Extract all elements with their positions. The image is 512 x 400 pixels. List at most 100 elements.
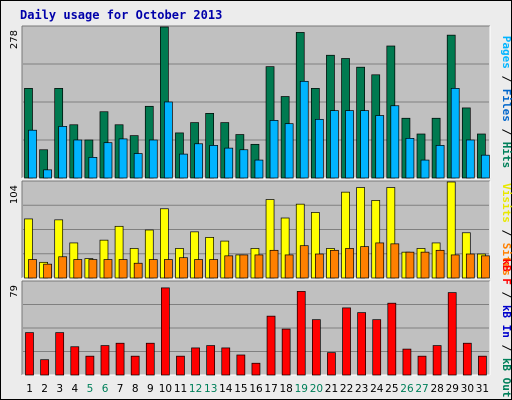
x-tick-label-6: 6 <box>102 383 109 395</box>
x-tick-label-27: 27 <box>415 383 428 395</box>
bar-files-13 <box>209 145 219 179</box>
bar-files-23 <box>360 110 369 179</box>
bar-files-8 <box>133 153 143 179</box>
bar-files-17 <box>269 120 279 179</box>
bar-sites-27 <box>420 251 430 279</box>
x-tick-label-4: 4 <box>71 383 78 395</box>
x-tick-label-8: 8 <box>132 383 139 395</box>
bar-sites-31 <box>481 255 490 279</box>
bar-sites-3 <box>58 256 68 279</box>
bar-sites-24 <box>375 242 385 279</box>
bar-kb-f-28 <box>432 345 442 376</box>
bar-sites-28 <box>435 249 445 279</box>
bar-files-24 <box>375 115 385 179</box>
bar-files-6 <box>103 142 113 179</box>
x-tick-label-20: 20 <box>310 383 323 395</box>
bar-kb-f-8 <box>130 355 140 376</box>
bar-kb-f-7 <box>115 342 125 376</box>
bar-sites-12 <box>194 259 203 279</box>
panel-bottom-ymax-label: 79 <box>9 285 20 298</box>
x-tick-label-1: 1 <box>26 383 33 395</box>
bar-sites-10 <box>164 259 173 279</box>
bar-kb-f-14 <box>221 347 231 376</box>
bar-files-9 <box>148 139 158 179</box>
x-tick-label-21: 21 <box>325 383 338 395</box>
chart-title: Daily usage for October 2013 <box>20 8 222 22</box>
x-tick-label-15: 15 <box>234 383 247 395</box>
bar-sites-4 <box>73 259 83 279</box>
bar-files-1 <box>28 129 37 179</box>
bar-sites-14 <box>224 255 234 279</box>
bar-files-31 <box>481 154 490 179</box>
bar-kb-f-29 <box>447 292 457 376</box>
x-tick-label-2: 2 <box>41 383 48 395</box>
legend-part: kB Out <box>500 358 512 398</box>
x-tick-label-24: 24 <box>370 383 384 395</box>
bar-files-5 <box>88 157 98 179</box>
x-tick-label-23: 23 <box>355 383 368 395</box>
legend-part: / <box>500 69 512 89</box>
legend-part: kB In <box>500 305 512 338</box>
bar-files-10 <box>164 101 173 179</box>
bar-kb-f-2 <box>40 359 49 376</box>
bar-files-15 <box>239 149 249 179</box>
legend-part: Sites <box>500 243 512 276</box>
x-tick-label-3: 3 <box>56 383 63 395</box>
bar-kb-f-11 <box>176 355 185 376</box>
bar-kb-f-20 <box>311 319 321 376</box>
x-tick-label-19: 19 <box>295 383 308 395</box>
legend-part: Visits <box>500 183 512 223</box>
bar-kb-f-23 <box>357 312 366 376</box>
bar-sites-18 <box>284 254 294 279</box>
bar-kb-f-17 <box>266 315 276 376</box>
legend-part: / <box>500 122 512 142</box>
bar-sites-15 <box>239 254 249 279</box>
bar-kb-f-1 <box>25 332 34 376</box>
bar-files-18 <box>284 123 294 179</box>
bar-sites-29 <box>450 254 460 279</box>
bar-sites-20 <box>314 253 324 279</box>
x-tick-label-30: 30 <box>461 383 474 395</box>
bar-files-20 <box>314 118 324 179</box>
bar-sites-16 <box>254 254 264 279</box>
bar-kb-f-30 <box>462 342 472 376</box>
bar-sites-22 <box>345 248 354 279</box>
bar-kb-f-25 <box>387 302 397 376</box>
panel-middle-ymax-label: 104 <box>9 185 20 204</box>
x-tick-label-9: 9 <box>147 383 154 395</box>
bar-kb-f-9 <box>145 342 155 376</box>
bar-sites-8 <box>133 262 143 279</box>
bar-kb-f-10 <box>161 287 170 376</box>
bar-sites-7 <box>118 259 128 279</box>
legend-part: / <box>500 285 512 305</box>
bar-kb-f-6 <box>100 345 110 376</box>
x-tick-label-29: 29 <box>446 383 459 395</box>
bar-sites-9 <box>148 259 158 279</box>
bar-sites-21 <box>330 249 339 279</box>
bar-kb-f-22 <box>342 307 351 376</box>
bar-kb-f-31 <box>478 355 487 376</box>
bar-kb-f-3 <box>55 332 65 376</box>
bar-kb-f-12 <box>191 347 200 376</box>
bar-kb-f-21 <box>327 352 336 376</box>
bar-files-19 <box>299 80 309 179</box>
bar-sites-13 <box>209 259 219 279</box>
bar-sites-11 <box>179 257 188 279</box>
legend-part: Pages <box>500 36 512 69</box>
bar-sites-17 <box>269 249 279 279</box>
legend-part: kB F <box>500 258 512 285</box>
bar-kb-f-15 <box>236 354 246 376</box>
x-tick-label-28: 28 <box>430 383 443 395</box>
panel-top-legend-label: Pages / Files / Hits <box>500 36 512 169</box>
bar-sites-19 <box>299 245 309 279</box>
bar-sites-5 <box>88 259 98 279</box>
bar-kb-f-16 <box>251 362 261 376</box>
bar-files-22 <box>345 110 354 179</box>
bar-files-7 <box>118 138 128 179</box>
x-tick-label-14: 14 <box>219 383 233 395</box>
x-tick-label-10: 10 <box>159 383 172 395</box>
bar-sites-2 <box>43 263 52 279</box>
bar-files-4 <box>73 139 83 179</box>
